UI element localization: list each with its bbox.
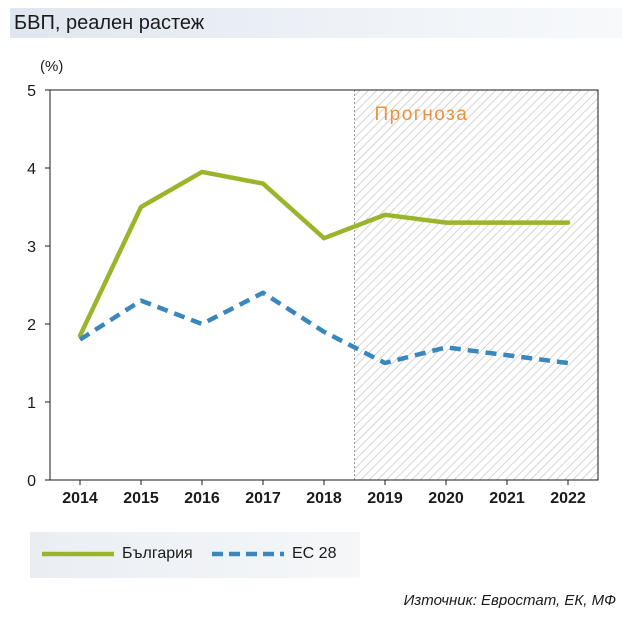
series-line-eu28 <box>78 290 569 366</box>
y-tick-label: 4 <box>27 161 36 178</box>
series-line-bulgaria <box>77 169 571 338</box>
title-bar: БВП, реален растеж <box>10 8 622 38</box>
y-tick-label: 5 <box>27 83 36 100</box>
legend: България ЕС 28 <box>30 532 360 578</box>
y-tick-label: 0 <box>27 473 36 490</box>
legend-label-bulgaria: България <box>122 545 193 562</box>
legend-item-eu28: ЕС 28 <box>212 544 336 564</box>
chart-title: БВП, реален растеж <box>14 12 205 34</box>
gdp-growth-chart: Прогноза 0 1 2 3 4 5(%) 2014 2015 2016 2017 2018 20… <box>27 58 599 507</box>
forecast-label: Прогноза <box>375 104 469 125</box>
x-tick-label: 2022 <box>550 490 586 507</box>
x-tick-label: 2018 <box>306 490 342 507</box>
y-tick-label: 1 <box>27 395 36 412</box>
forecast-region <box>354 90 598 480</box>
x-tick-label: 2017 <box>245 490 281 507</box>
x-tick-label: 2020 <box>428 490 464 507</box>
source-note: Източник: Евростат, ЕК, МФ <box>403 592 616 609</box>
legend-label-eu28: ЕС 28 <box>292 545 337 562</box>
x-tick-label: 2021 <box>489 490 525 507</box>
x-tick-label: 2015 <box>123 490 159 507</box>
legend-swatch-eu28 <box>212 551 284 557</box>
x-tick-label: 2014 <box>62 490 98 507</box>
y-tick-label: 2 <box>27 317 36 334</box>
y-axis-unit-label: (%) <box>40 58 63 75</box>
x-tick-label: 2019 <box>367 490 403 507</box>
legend-item-bulgaria: България <box>42 544 193 564</box>
x-tick-label: 2016 <box>184 490 220 507</box>
legend-swatch-bulgaria <box>42 551 114 557</box>
y-tick-label: 3 <box>27 239 36 256</box>
